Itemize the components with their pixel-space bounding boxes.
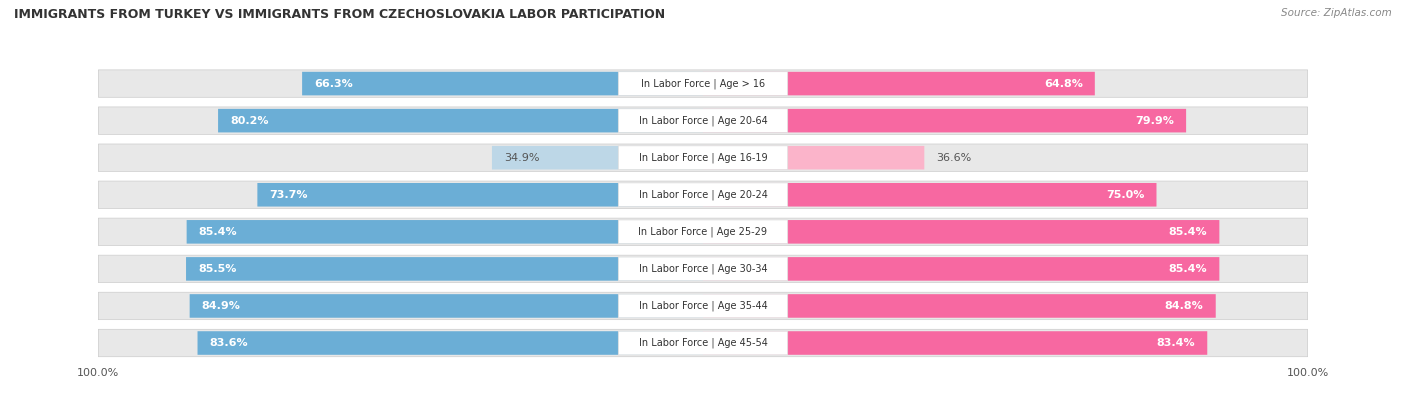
FancyBboxPatch shape	[186, 257, 703, 281]
FancyBboxPatch shape	[302, 72, 703, 95]
Text: In Labor Force | Age > 16: In Labor Force | Age > 16	[641, 78, 765, 89]
FancyBboxPatch shape	[703, 183, 1157, 207]
FancyBboxPatch shape	[98, 107, 1308, 134]
FancyBboxPatch shape	[619, 109, 787, 132]
Text: 85.4%: 85.4%	[1168, 264, 1208, 274]
Text: 79.9%: 79.9%	[1135, 116, 1174, 126]
Text: 84.9%: 84.9%	[202, 301, 240, 311]
FancyBboxPatch shape	[619, 220, 787, 244]
FancyBboxPatch shape	[257, 183, 703, 207]
Text: 73.7%: 73.7%	[270, 190, 308, 200]
Text: In Labor Force | Age 20-24: In Labor Force | Age 20-24	[638, 190, 768, 200]
Text: In Labor Force | Age 20-64: In Labor Force | Age 20-64	[638, 115, 768, 126]
Text: 83.4%: 83.4%	[1157, 338, 1195, 348]
Text: Source: ZipAtlas.com: Source: ZipAtlas.com	[1281, 8, 1392, 18]
FancyBboxPatch shape	[98, 144, 1308, 171]
Text: 85.5%: 85.5%	[198, 264, 236, 274]
Text: 34.9%: 34.9%	[505, 153, 540, 163]
FancyBboxPatch shape	[619, 146, 787, 169]
FancyBboxPatch shape	[98, 181, 1308, 209]
Text: In Labor Force | Age 25-29: In Labor Force | Age 25-29	[638, 227, 768, 237]
FancyBboxPatch shape	[98, 329, 1308, 357]
FancyBboxPatch shape	[98, 70, 1308, 97]
FancyBboxPatch shape	[218, 109, 703, 132]
Text: 84.8%: 84.8%	[1164, 301, 1204, 311]
Text: In Labor Force | Age 45-54: In Labor Force | Age 45-54	[638, 338, 768, 348]
FancyBboxPatch shape	[619, 183, 787, 207]
Text: In Labor Force | Age 16-19: In Labor Force | Age 16-19	[638, 152, 768, 163]
FancyBboxPatch shape	[703, 257, 1219, 281]
FancyBboxPatch shape	[703, 331, 1208, 355]
Text: 36.6%: 36.6%	[936, 153, 972, 163]
Text: 66.3%: 66.3%	[315, 79, 353, 88]
Text: In Labor Force | Age 35-44: In Labor Force | Age 35-44	[638, 301, 768, 311]
FancyBboxPatch shape	[197, 331, 703, 355]
FancyBboxPatch shape	[703, 294, 1216, 318]
FancyBboxPatch shape	[619, 331, 787, 355]
FancyBboxPatch shape	[619, 294, 787, 318]
Text: 83.6%: 83.6%	[209, 338, 249, 348]
Text: 85.4%: 85.4%	[198, 227, 238, 237]
Text: In Labor Force | Age 30-34: In Labor Force | Age 30-34	[638, 263, 768, 274]
FancyBboxPatch shape	[703, 109, 1187, 132]
FancyBboxPatch shape	[619, 257, 787, 281]
Text: 85.4%: 85.4%	[1168, 227, 1208, 237]
FancyBboxPatch shape	[187, 220, 703, 244]
Text: 64.8%: 64.8%	[1043, 79, 1083, 88]
FancyBboxPatch shape	[492, 146, 703, 169]
FancyBboxPatch shape	[98, 292, 1308, 320]
FancyBboxPatch shape	[703, 220, 1219, 244]
FancyBboxPatch shape	[190, 294, 703, 318]
FancyBboxPatch shape	[98, 255, 1308, 282]
FancyBboxPatch shape	[703, 72, 1095, 95]
Text: 80.2%: 80.2%	[231, 116, 269, 126]
FancyBboxPatch shape	[703, 146, 924, 169]
FancyBboxPatch shape	[619, 72, 787, 96]
Text: 75.0%: 75.0%	[1107, 190, 1144, 200]
Text: IMMIGRANTS FROM TURKEY VS IMMIGRANTS FROM CZECHOSLOVAKIA LABOR PARTICIPATION: IMMIGRANTS FROM TURKEY VS IMMIGRANTS FRO…	[14, 8, 665, 21]
FancyBboxPatch shape	[98, 218, 1308, 246]
